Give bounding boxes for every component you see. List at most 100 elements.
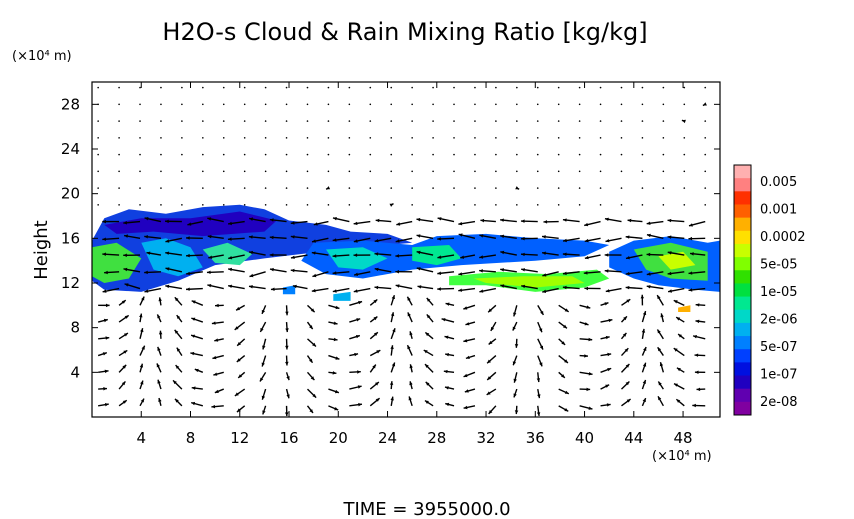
wind-vector-head: [479, 255, 484, 259]
wind-vector-head: [667, 235, 672, 239]
wind-vector-dot: [202, 153, 204, 156]
cloud-layer: [92, 204, 720, 312]
wind-vector-head: [463, 405, 468, 410]
wind-vector-dot: [264, 137, 267, 139]
wind-vector-head: [695, 303, 700, 307]
wind-vector-head: [588, 337, 593, 342]
wind-vector-head: [604, 253, 609, 257]
wind-vector-dot: [557, 204, 560, 206]
wind-vector-head: [353, 289, 358, 293]
wind-vector-head: [690, 252, 694, 256]
wind-vector-dot: [327, 137, 330, 139]
wind-vector-dot: [516, 153, 518, 156]
x-tick-label: 48: [674, 429, 693, 447]
wind-vector-head: [102, 219, 106, 224]
wind-vector-head: [191, 300, 196, 304]
chart-title: H2O-s Cloud & Rain Mixing Ratio [kg/kg]: [162, 18, 647, 46]
wind-vector-head: [353, 239, 358, 243]
wind-vector-head: [269, 253, 274, 257]
wind-vector-dot: [704, 137, 707, 139]
wind-vector-head: [260, 377, 264, 382]
wind-vector-head: [373, 299, 378, 304]
wind-vector-head: [588, 406, 593, 410]
wind-vector-head: [521, 284, 525, 289]
wind-vector-head: [140, 398, 144, 403]
wind-vector-head: [334, 407, 339, 411]
wind-vector-head: [207, 284, 212, 288]
wind-vector-head: [513, 312, 517, 317]
wind-vector-head: [409, 331, 413, 336]
wind-vector-dot: [620, 86, 623, 89]
wind-vector-dot: [536, 153, 539, 156]
wind-vector-head: [249, 250, 253, 255]
wind-vector-head: [542, 289, 547, 293]
wind-vector-head: [539, 362, 543, 367]
wind-vector-head: [445, 402, 450, 407]
wind-vector-head: [588, 372, 593, 376]
wind-vector-head: [676, 367, 681, 372]
x-axis: 4 8 12 16 20 24 28 32 36 40 44 48: [136, 82, 693, 447]
wind-vector-dot: [348, 204, 351, 206]
wind-vector-head: [426, 314, 431, 319]
wind-vector-head: [313, 222, 318, 226]
wind-vector-head: [355, 335, 360, 339]
wind-vector-dot: [306, 137, 309, 139]
wind-vector-head: [334, 389, 339, 394]
wind-vector-dot: [557, 103, 560, 106]
cloud-speck: [678, 305, 691, 312]
wind-vector-head: [121, 381, 126, 386]
wind-vector-head: [144, 289, 149, 293]
wind-vector-dot: [641, 204, 644, 206]
y-tick-label: 16: [61, 229, 80, 247]
wind-vector-dot: [599, 187, 602, 189]
wind-vector-head: [458, 233, 463, 237]
wind-vector-head: [207, 270, 211, 274]
wind-vector-head: [673, 348, 678, 352]
cloud-region-green-core: [473, 276, 585, 288]
wind-vector-dot: [662, 170, 665, 173]
wind-vector-head: [564, 308, 569, 312]
wind-vector-dot: [578, 170, 581, 173]
wind-vector-head: [186, 253, 190, 258]
wind-vector-dot: [202, 86, 204, 89]
wind-vector-dot: [97, 187, 99, 189]
wind-vector-head: [290, 268, 295, 273]
wind-vector-head: [604, 302, 609, 306]
wind-vector-dot: [369, 103, 372, 106]
wind-vector-dot: [662, 153, 665, 156]
wind-vector-head: [372, 364, 376, 369]
wind-vector-dot: [474, 204, 476, 206]
wind-vector-head: [103, 387, 107, 391]
wind-vector-dot: [662, 86, 665, 89]
wind-vector-head: [326, 186, 331, 190]
wind-vector-head: [390, 312, 395, 317]
wind-vector-head: [260, 327, 264, 332]
colorbar-segment: [734, 217, 751, 232]
colorbar-segment: [734, 204, 751, 219]
wind-vector-dot: [181, 204, 183, 206]
colorbar-segment: [734, 243, 751, 258]
y-tick-label: 8: [70, 319, 80, 337]
x-tick-label: 44: [624, 429, 643, 447]
wind-vector-dot: [474, 153, 476, 156]
wind-vector-head: [102, 252, 106, 256]
wind-vector-head: [605, 289, 610, 293]
wind-vector-dot: [578, 187, 581, 189]
wind-vector-head: [354, 352, 359, 357]
wind-vector-head: [392, 328, 396, 333]
wind-vector-head: [564, 408, 569, 412]
wind-vector-head: [668, 289, 672, 293]
wind-vector-head: [640, 294, 644, 299]
y-tick-label: 20: [61, 185, 80, 203]
wind-vector-head: [407, 312, 411, 317]
wind-vector-head: [391, 295, 395, 300]
wind-vector-head: [375, 218, 380, 223]
wind-vector-head: [312, 393, 317, 398]
wind-vector-head: [408, 396, 412, 401]
colorbar-segment: [734, 309, 751, 324]
wind-vector-dot: [348, 187, 351, 189]
colorbar-label: 5e-07: [760, 340, 798, 355]
wind-vector-dot: [432, 204, 434, 206]
wind-vector-dot: [641, 103, 644, 106]
wind-vector-head: [463, 306, 468, 310]
